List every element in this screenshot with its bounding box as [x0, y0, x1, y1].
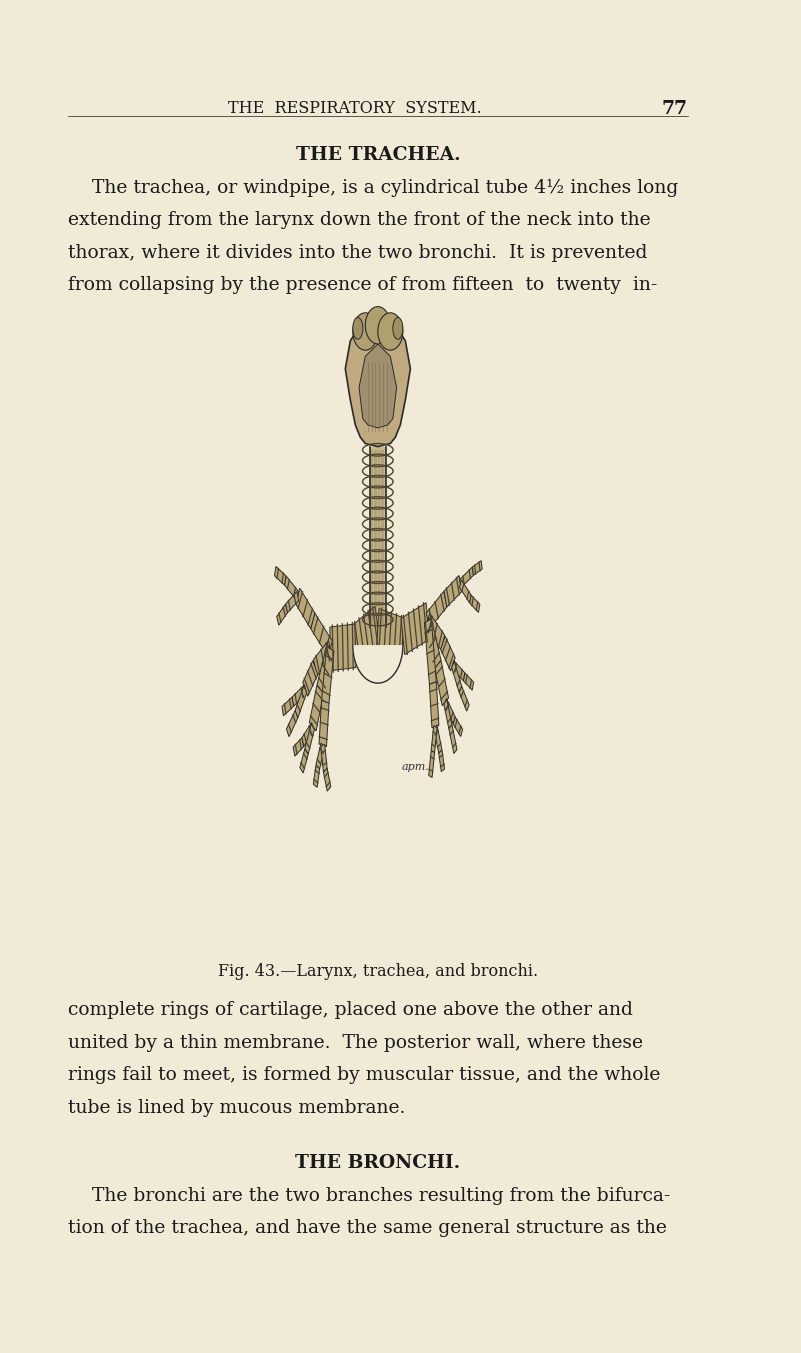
Polygon shape	[352, 645, 403, 683]
Polygon shape	[426, 591, 447, 629]
Polygon shape	[305, 724, 315, 754]
Polygon shape	[445, 698, 455, 724]
Polygon shape	[429, 682, 439, 728]
Text: apm.: apm.	[401, 762, 429, 773]
Polygon shape	[300, 748, 308, 773]
Polygon shape	[324, 769, 331, 792]
Polygon shape	[464, 672, 473, 690]
Polygon shape	[453, 717, 463, 736]
Ellipse shape	[378, 313, 403, 350]
Polygon shape	[319, 701, 329, 747]
Text: THE BRONCHI.: THE BRONCHI.	[296, 1154, 461, 1172]
Polygon shape	[352, 606, 380, 667]
Polygon shape	[295, 686, 307, 717]
Polygon shape	[316, 743, 324, 770]
Polygon shape	[444, 700, 452, 729]
Polygon shape	[449, 725, 457, 754]
Polygon shape	[425, 617, 441, 668]
Polygon shape	[473, 560, 482, 575]
Polygon shape	[460, 580, 471, 603]
Polygon shape	[359, 344, 396, 428]
Polygon shape	[429, 751, 435, 778]
Polygon shape	[321, 744, 328, 771]
Polygon shape	[434, 725, 442, 754]
Text: 77: 77	[662, 100, 687, 118]
Polygon shape	[309, 685, 324, 731]
Polygon shape	[460, 567, 473, 587]
Polygon shape	[287, 710, 298, 736]
Text: rings fail to meet, is formed by muscular tissue, and the whole: rings fail to meet, is formed by muscula…	[68, 1066, 660, 1084]
Polygon shape	[276, 605, 288, 625]
Polygon shape	[453, 660, 465, 681]
Polygon shape	[317, 644, 333, 694]
Polygon shape	[345, 317, 410, 446]
Polygon shape	[401, 603, 429, 655]
Text: thorax, where it divides into the two bronchi.  It is prevented: thorax, where it divides into the two br…	[68, 244, 647, 261]
Polygon shape	[282, 697, 293, 716]
Polygon shape	[313, 640, 332, 676]
Text: complete rings of cartilage, placed one above the other and: complete rings of cartilage, placed one …	[68, 1001, 633, 1019]
Polygon shape	[439, 750, 445, 771]
Polygon shape	[303, 660, 318, 697]
Polygon shape	[330, 624, 356, 671]
Text: tion of the trachea, and have the same general structure as the: tion of the trachea, and have the same g…	[68, 1219, 667, 1237]
Polygon shape	[459, 686, 469, 712]
Text: The trachea, or windpipe, is a cylindrical tube 4½ inches long: The trachea, or windpipe, is a cylindric…	[68, 179, 678, 196]
Ellipse shape	[392, 318, 403, 340]
Text: extending from the larynx down the front of the neck into the: extending from the larynx down the front…	[68, 211, 650, 229]
Text: united by a thin membrane.  The posterior wall, where these: united by a thin membrane. The posterior…	[68, 1034, 643, 1051]
Polygon shape	[441, 636, 455, 671]
Text: from collapsing by the presence of from fifteen  to  twenty  in-: from collapsing by the presence of from …	[68, 276, 658, 294]
Polygon shape	[469, 595, 480, 613]
Text: tube is lined by mucous membrane.: tube is lined by mucous membrane.	[68, 1099, 405, 1116]
Polygon shape	[431, 725, 437, 752]
Text: Fig. 43.—Larynx, trachea, and bronchi.: Fig. 43.—Larynx, trachea, and bronchi.	[218, 963, 538, 981]
Polygon shape	[293, 737, 304, 756]
Polygon shape	[444, 575, 461, 607]
Ellipse shape	[365, 307, 390, 344]
Polygon shape	[284, 576, 299, 601]
Text: THE  RESPIRATORY  SYSTEM.: THE RESPIRATORY SYSTEM.	[228, 100, 482, 118]
Polygon shape	[302, 723, 314, 747]
Text: The bronchi are the two branches resulting from the bifurca-: The bronchi are the two branches resulti…	[68, 1187, 670, 1204]
Polygon shape	[426, 613, 445, 651]
Polygon shape	[435, 660, 449, 706]
Polygon shape	[275, 567, 286, 584]
Ellipse shape	[352, 313, 378, 350]
Polygon shape	[452, 662, 462, 691]
Polygon shape	[313, 766, 320, 787]
Polygon shape	[296, 589, 315, 629]
Polygon shape	[370, 446, 386, 628]
Polygon shape	[286, 591, 299, 613]
Polygon shape	[425, 620, 437, 685]
Polygon shape	[376, 609, 404, 655]
Polygon shape	[292, 685, 306, 706]
Ellipse shape	[352, 318, 363, 340]
Text: THE TRACHEA.: THE TRACHEA.	[296, 146, 460, 164]
Polygon shape	[322, 647, 334, 704]
Polygon shape	[311, 613, 332, 656]
